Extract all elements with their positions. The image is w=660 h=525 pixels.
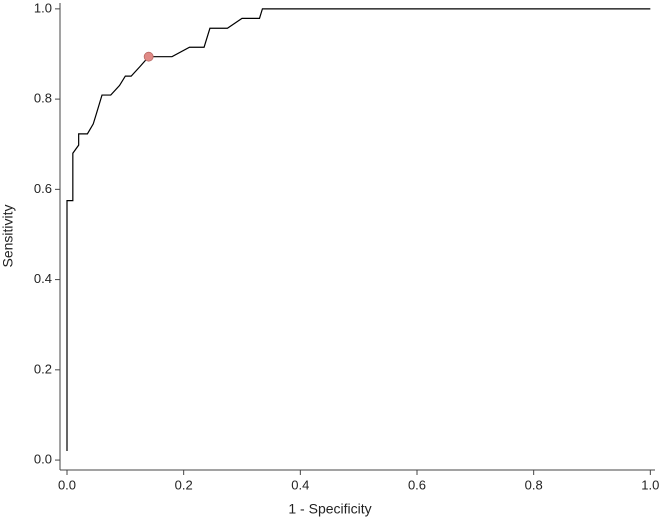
- optimal-point: [143, 51, 154, 62]
- y-axis-label: Sensitivity: [0, 204, 16, 267]
- y-tick-label: 0.4: [34, 271, 52, 286]
- x-tick-label: 0.8: [525, 477, 543, 492]
- x-tick-label: 0.2: [175, 477, 193, 492]
- x-tick-label: 0.4: [291, 477, 309, 492]
- x-tick-label: 0.6: [408, 477, 426, 492]
- y-tick-label: 0.2: [34, 361, 52, 376]
- roc-curve: [66, 8, 651, 452]
- x-tick-label: 1.0: [641, 477, 659, 492]
- x-axis-label: 1 - Specificity: [288, 501, 371, 517]
- y-tick-label: 0.8: [34, 91, 52, 106]
- y-tick-label: 0.6: [34, 181, 52, 196]
- y-tick-label: 1.0: [34, 0, 52, 15]
- y-tick-label: 0.0: [34, 452, 52, 467]
- x-tick-label: 0.0: [58, 477, 76, 492]
